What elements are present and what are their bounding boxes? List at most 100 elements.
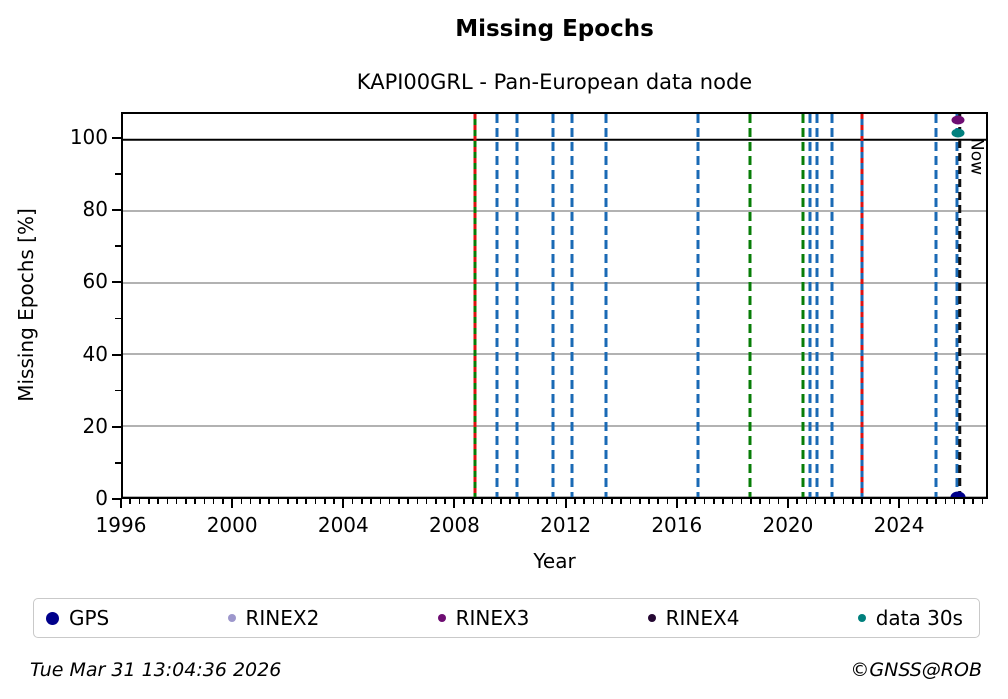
- legend-label: data 30s: [875, 606, 963, 630]
- x-minor-tick: [259, 499, 261, 504]
- event-line-blue-dashed: [934, 114, 938, 497]
- data-point-data-30s: [951, 128, 965, 138]
- x-tick-label: 2008: [429, 513, 480, 537]
- event-line-blue-dashed: [495, 114, 499, 497]
- x-major-tick: [564, 499, 567, 508]
- legend-label: RINEX4: [665, 606, 740, 630]
- x-minor-tick: [472, 499, 474, 504]
- x-minor-tick: [268, 499, 270, 504]
- x-tick-label: 2012: [540, 513, 592, 537]
- now-line: [957, 114, 962, 497]
- x-minor-tick: [314, 499, 317, 504]
- x-minor-tick: [916, 499, 919, 504]
- legend-label: RINEX3: [455, 606, 530, 630]
- x-minor-tick: [138, 499, 141, 504]
- x-minor-tick: [370, 499, 372, 504]
- x-major-tick: [120, 499, 122, 508]
- x-minor-tick: [685, 499, 687, 504]
- y-major-tick: [112, 498, 121, 500]
- x-minor-tick: [638, 499, 641, 504]
- x-minor-tick: [129, 499, 132, 504]
- x-minor-tick: [499, 499, 502, 504]
- plot-area: [121, 112, 988, 499]
- x-minor-tick: [768, 499, 771, 504]
- y-major-tick: [112, 281, 121, 284]
- x-major-tick: [342, 499, 345, 508]
- x-minor-tick: [166, 499, 169, 504]
- x-tick-label: 1996: [95, 513, 147, 537]
- x-minor-tick: [601, 499, 604, 504]
- y-major-tick: [112, 136, 121, 139]
- x-minor-tick: [222, 499, 224, 504]
- event-line-green-dashed: [748, 114, 752, 497]
- y-major-tick: [112, 425, 121, 428]
- x-minor-tick: [944, 499, 947, 504]
- x-minor-tick: [833, 499, 836, 504]
- x-minor-tick: [407, 499, 409, 504]
- x-minor-tick: [953, 499, 956, 504]
- event-line-blue-dashed: [830, 114, 834, 497]
- y-major-tick: [112, 353, 121, 356]
- x-minor-tick: [981, 499, 984, 504]
- y-tick-label: 20: [82, 413, 108, 438]
- x-minor-tick: [870, 499, 873, 504]
- y-tick-label: 100: [69, 124, 108, 149]
- x-minor-tick: [805, 499, 808, 504]
- x-minor-tick: [537, 499, 539, 504]
- x-minor-tick: [175, 499, 178, 504]
- x-minor-tick: [759, 499, 761, 504]
- event-line-red-dashed: [860, 114, 864, 497]
- legend-item-data-30s: data 30s: [857, 606, 963, 630]
- legend: GPS RINEX2 RINEX3 RINEX4 data 30s: [33, 598, 980, 638]
- legend-marker-icon: [46, 611, 59, 625]
- x-minor-tick: [296, 499, 298, 504]
- event-line-blue-dashed: [815, 114, 819, 497]
- x-minor-tick: [713, 499, 715, 504]
- x-minor-tick: [583, 499, 585, 504]
- x-tick-label: 2024: [873, 513, 925, 537]
- x-minor-tick: [750, 499, 752, 504]
- x-minor-tick: [185, 499, 187, 504]
- x-minor-tick: [935, 499, 937, 504]
- chart-subtitle: KAPI00GRL - Pan-European data node: [356, 70, 753, 94]
- event-line-green-dashed: [801, 114, 805, 497]
- data-point-gps: [950, 491, 966, 497]
- legend-marker-icon: [647, 614, 656, 622]
- x-tick-label: 2020: [762, 513, 814, 537]
- credit-text: ©GNSS@ROB: [850, 659, 982, 681]
- x-minor-tick: [694, 499, 697, 504]
- chart-title: Missing Epochs: [455, 16, 654, 42]
- x-minor-tick: [444, 499, 446, 504]
- x-minor-tick: [379, 499, 382, 504]
- y-tick-label: 0: [95, 486, 108, 510]
- x-minor-tick: [889, 499, 891, 504]
- x-minor-tick: [722, 499, 724, 504]
- x-minor-tick: [814, 499, 817, 504]
- event-line-blue-dashed: [808, 114, 812, 497]
- x-minor-tick: [203, 499, 206, 504]
- x-major-tick: [231, 499, 234, 508]
- event-line-blue-dashed: [570, 114, 574, 497]
- x-minor-tick: [388, 499, 391, 504]
- timestamp-text: Tue Mar 31 13:04:36 2026: [30, 659, 282, 681]
- x-minor-tick: [277, 499, 280, 504]
- x-minor-tick: [398, 499, 400, 504]
- legend-item-rinex2: RINEX2: [227, 606, 319, 630]
- legend-item-rinex3: RINEX3: [437, 606, 530, 630]
- x-minor-tick: [490, 499, 493, 504]
- x-minor-tick: [824, 499, 826, 504]
- x-tick-label: 2004: [317, 513, 369, 537]
- x-minor-tick: [286, 499, 289, 504]
- x-minor-tick: [657, 499, 660, 504]
- x-minor-tick: [157, 499, 159, 504]
- x-minor-tick: [703, 499, 706, 504]
- event-line-blue-dashed: [955, 114, 959, 497]
- x-minor-tick: [518, 499, 521, 504]
- legend-marker-icon: [437, 614, 446, 622]
- x-minor-tick: [305, 499, 308, 504]
- x-axis-label: Year: [533, 549, 576, 573]
- x-minor-tick: [861, 499, 863, 504]
- legend-item-gps: GPS: [46, 606, 109, 630]
- legend-label: GPS: [69, 606, 110, 630]
- x-minor-tick: [509, 499, 511, 504]
